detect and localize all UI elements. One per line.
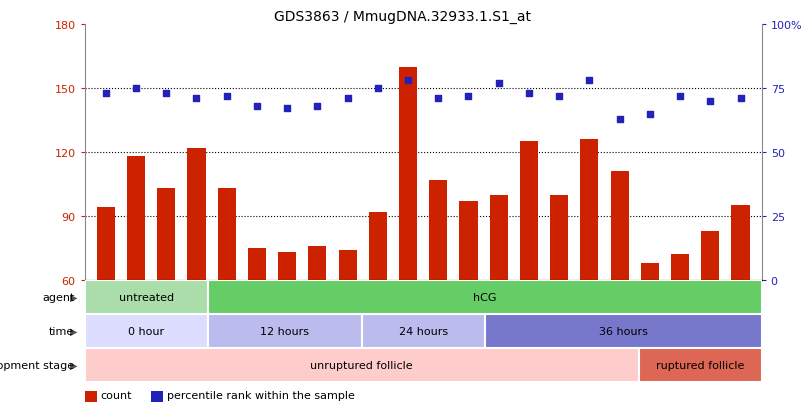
Bar <box>671 255 689 280</box>
Bar <box>218 189 235 280</box>
Bar <box>85 348 638 382</box>
Bar <box>459 202 477 280</box>
Text: untreated: untreated <box>118 292 174 302</box>
Point <box>251 103 264 110</box>
Point <box>462 93 475 100</box>
Point <box>280 106 293 112</box>
Bar <box>641 263 659 280</box>
Point <box>704 98 717 105</box>
Point <box>734 96 747 102</box>
Point <box>643 111 656 118</box>
Text: 24 hours: 24 hours <box>399 326 447 336</box>
Point <box>432 96 445 102</box>
Text: ruptured follicle: ruptured follicle <box>656 360 744 370</box>
Text: development stage: development stage <box>0 360 74 370</box>
Bar <box>611 172 629 280</box>
Text: time: time <box>49 326 74 336</box>
Bar <box>520 142 538 280</box>
Bar <box>187 148 206 280</box>
Text: 36 hours: 36 hours <box>599 326 648 336</box>
Bar <box>484 314 762 348</box>
Bar <box>127 157 145 280</box>
Bar <box>208 280 762 314</box>
Bar <box>208 314 362 348</box>
Bar <box>85 314 208 348</box>
Text: ▶: ▶ <box>70 326 78 336</box>
Point <box>130 85 143 92</box>
Point <box>372 85 384 92</box>
Bar <box>369 212 387 280</box>
Point <box>160 90 172 97</box>
Text: 0 hour: 0 hour <box>128 326 164 336</box>
Text: ▶: ▶ <box>70 360 78 370</box>
Point <box>99 90 112 97</box>
Bar <box>85 392 97 402</box>
Point <box>674 93 687 100</box>
Text: count: count <box>100 390 131 401</box>
Text: percentile rank within the sample: percentile rank within the sample <box>167 390 355 401</box>
Text: unruptured follicle: unruptured follicle <box>310 360 413 370</box>
Text: agent: agent <box>42 292 74 302</box>
Bar <box>701 231 719 280</box>
Point <box>522 90 535 97</box>
Point <box>341 96 354 102</box>
Bar <box>580 140 598 280</box>
Point <box>401 78 414 84</box>
Text: ▶: ▶ <box>70 292 78 302</box>
Bar <box>732 206 750 280</box>
Point <box>220 93 233 100</box>
Bar <box>248 249 266 280</box>
Bar <box>157 189 175 280</box>
Point <box>190 96 203 102</box>
Bar <box>278 253 297 280</box>
Bar <box>489 195 508 280</box>
Text: hCG: hCG <box>473 292 496 302</box>
Bar <box>429 180 447 280</box>
Point <box>583 78 596 84</box>
Bar <box>97 208 114 280</box>
Point <box>553 93 566 100</box>
Point <box>492 80 505 87</box>
Point <box>613 116 626 123</box>
Bar <box>362 314 484 348</box>
Bar <box>85 280 208 314</box>
Bar <box>638 348 762 382</box>
Bar <box>151 392 163 402</box>
Bar <box>550 195 568 280</box>
Text: 12 hours: 12 hours <box>260 326 310 336</box>
Bar <box>399 67 417 280</box>
Point <box>311 103 324 110</box>
Bar <box>339 251 356 280</box>
Bar <box>308 246 326 280</box>
Text: GDS3863 / MmugDNA.32933.1.S1_at: GDS3863 / MmugDNA.32933.1.S1_at <box>275 10 531 24</box>
